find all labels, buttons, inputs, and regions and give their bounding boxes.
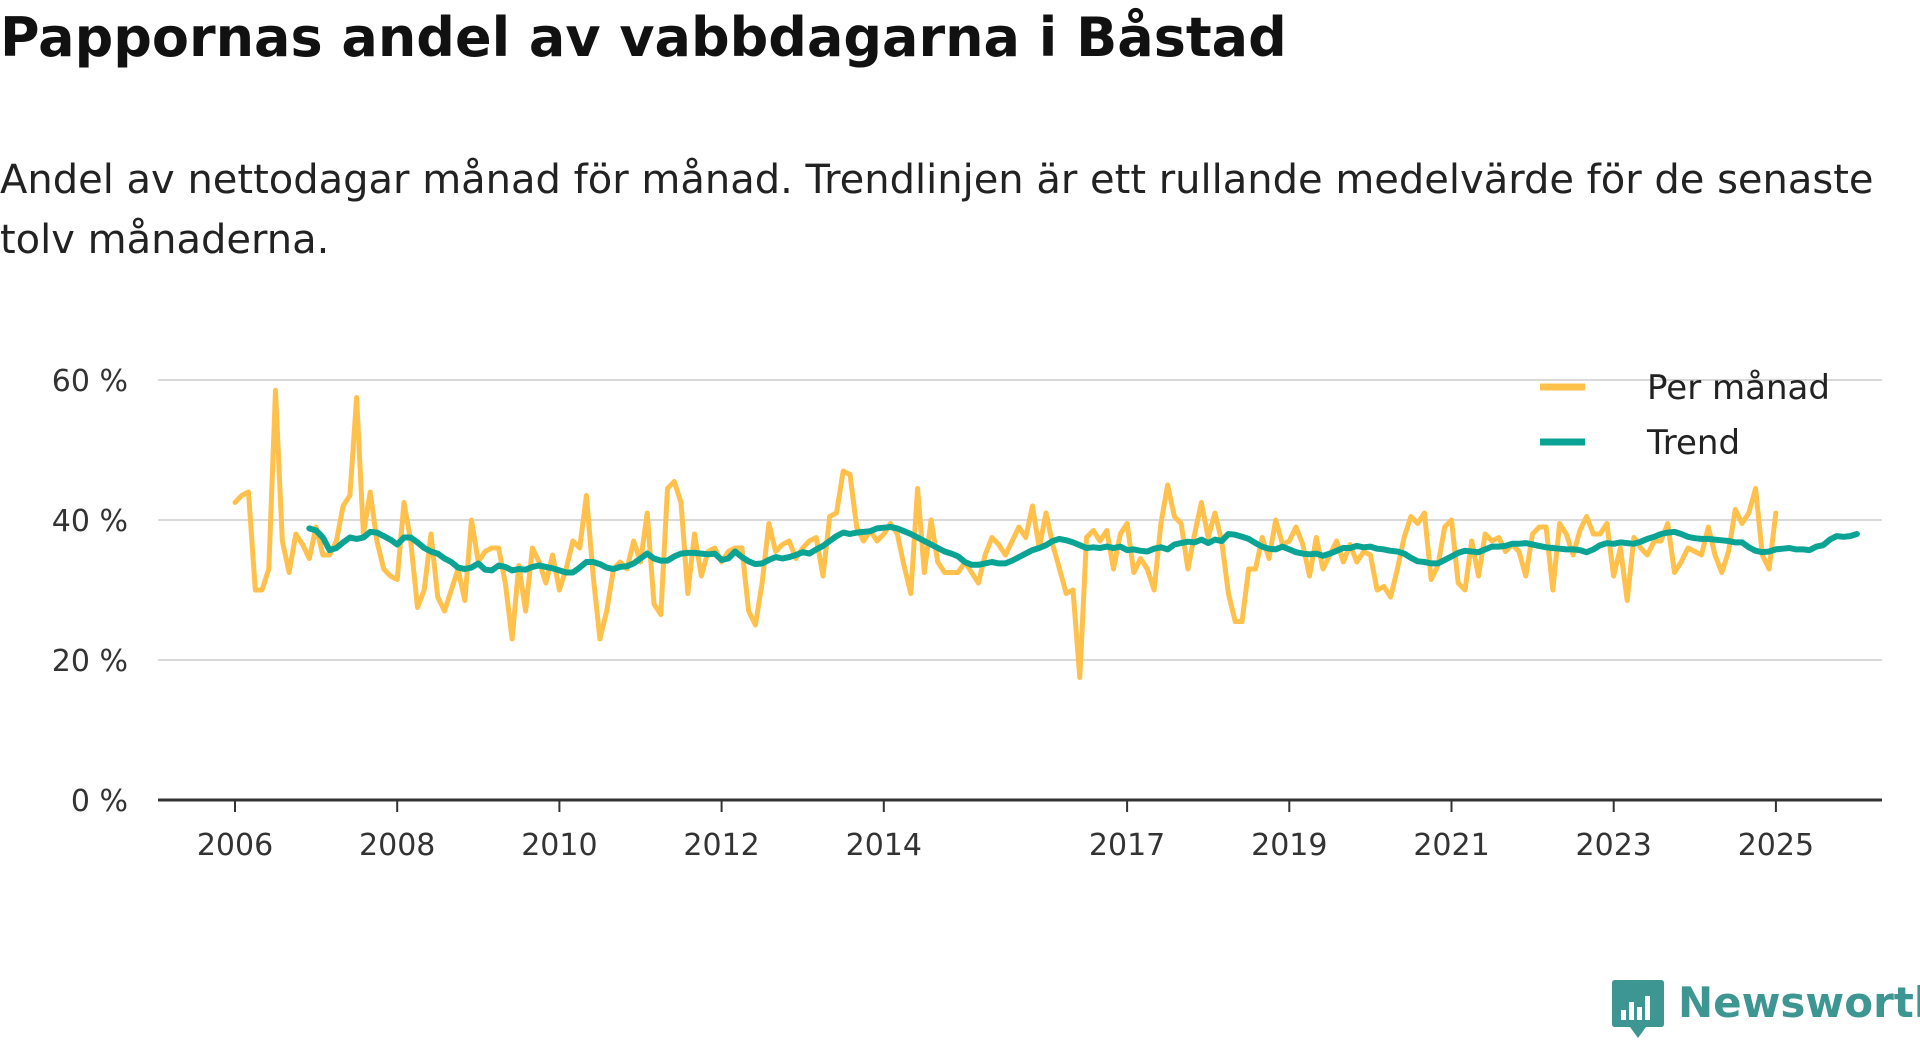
y-tick-label: 20 % (52, 644, 128, 679)
brand-name: Newsworthy (1678, 978, 1920, 1027)
y-tick-label: 60 % (52, 364, 128, 399)
y-tick-label: 40 % (52, 504, 128, 539)
legend-label-trend: Trend (1646, 423, 1740, 463)
x-tick-label: 2017 (1089, 828, 1165, 863)
y-axis-ticks: 0 % 20 % 40 % 60 % (52, 364, 128, 819)
series-line-trend (306, 524, 1860, 576)
x-axis-ticks: 2006 2008 2010 2012 2014 2017 2019 2021 2023 2025 (197, 800, 1814, 863)
x-tick-label: 2019 (1251, 828, 1327, 863)
chart-title: Pappornas andel av vabbdagarna i Båstad (0, 6, 1287, 69)
x-tick-label: 2025 (1738, 828, 1814, 863)
x-tick-label: 2006 (197, 828, 273, 863)
x-tick-label: 2023 (1576, 828, 1652, 863)
series-line-per-manad (232, 388, 1779, 680)
x-tick-label: 2010 (521, 828, 597, 863)
line-chart: 0 % 20 % 40 % 60 % 2006 2008 2010 2012 2014 2017… (52, 364, 1882, 863)
x-tick-label: 2012 (683, 828, 759, 863)
x-tick-label: 2014 (846, 828, 922, 863)
legend: Per månad Trend (1540, 368, 1830, 463)
legend-label-per-manad: Per månad (1647, 368, 1830, 408)
gridlines (158, 379, 1882, 661)
x-tick-label: 2008 (359, 828, 435, 863)
newsworthy-logo-icon (1612, 980, 1664, 1038)
x-tick-label: 2021 (1413, 828, 1489, 863)
y-tick-label: 0 % (71, 784, 128, 819)
series-group (232, 388, 1860, 680)
chart-subtitle: Andel av nettodagar månad för månad. Tre… (0, 157, 1874, 258)
